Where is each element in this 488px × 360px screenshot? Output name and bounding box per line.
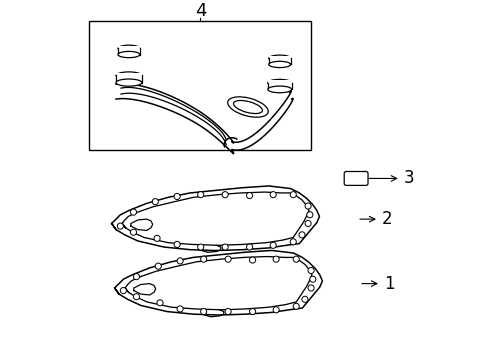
Ellipse shape [267, 79, 291, 86]
Circle shape [289, 239, 296, 245]
Circle shape [120, 288, 126, 294]
Circle shape [222, 244, 228, 250]
Circle shape [246, 244, 252, 250]
Circle shape [246, 193, 252, 199]
Circle shape [309, 276, 315, 282]
FancyBboxPatch shape [344, 171, 367, 185]
Text: 4: 4 [194, 2, 205, 20]
Ellipse shape [118, 51, 140, 58]
Bar [116, 73, 142, 82]
Circle shape [307, 285, 313, 291]
Circle shape [307, 267, 313, 274]
Circle shape [305, 220, 310, 226]
Circle shape [269, 192, 276, 198]
Circle shape [130, 209, 136, 215]
Ellipse shape [268, 55, 290, 61]
Circle shape [154, 235, 160, 242]
Bar [267, 81, 291, 89]
Circle shape [289, 192, 296, 198]
Text: 1: 1 [383, 275, 394, 293]
Circle shape [157, 300, 163, 306]
Text: 3: 3 [403, 170, 413, 188]
Circle shape [133, 274, 139, 280]
Bar [89, 21, 311, 150]
Ellipse shape [118, 45, 140, 51]
Ellipse shape [268, 61, 290, 68]
Circle shape [301, 296, 307, 302]
Circle shape [222, 192, 228, 198]
Circle shape [133, 294, 139, 300]
Circle shape [197, 192, 203, 198]
Circle shape [152, 199, 158, 205]
Circle shape [117, 223, 123, 229]
Ellipse shape [116, 72, 142, 79]
Circle shape [293, 256, 299, 262]
Circle shape [272, 256, 279, 262]
Ellipse shape [116, 79, 142, 86]
Circle shape [269, 242, 276, 248]
Ellipse shape [233, 100, 262, 113]
Bar [268, 56, 290, 64]
Circle shape [197, 244, 203, 250]
Ellipse shape [227, 97, 268, 117]
Circle shape [177, 306, 183, 312]
Bar [118, 46, 140, 54]
Circle shape [306, 212, 312, 218]
Circle shape [249, 309, 255, 315]
Ellipse shape [267, 86, 291, 93]
Circle shape [298, 232, 305, 238]
Text: 2: 2 [381, 210, 392, 228]
Circle shape [155, 263, 161, 269]
Circle shape [272, 307, 279, 313]
Circle shape [293, 303, 299, 309]
Circle shape [200, 256, 206, 262]
Circle shape [224, 309, 231, 315]
Circle shape [130, 229, 136, 235]
Circle shape [177, 258, 183, 264]
Circle shape [200, 309, 206, 315]
Circle shape [305, 203, 310, 209]
Circle shape [174, 193, 180, 199]
Circle shape [174, 242, 180, 247]
Circle shape [249, 257, 255, 263]
Circle shape [224, 256, 231, 262]
